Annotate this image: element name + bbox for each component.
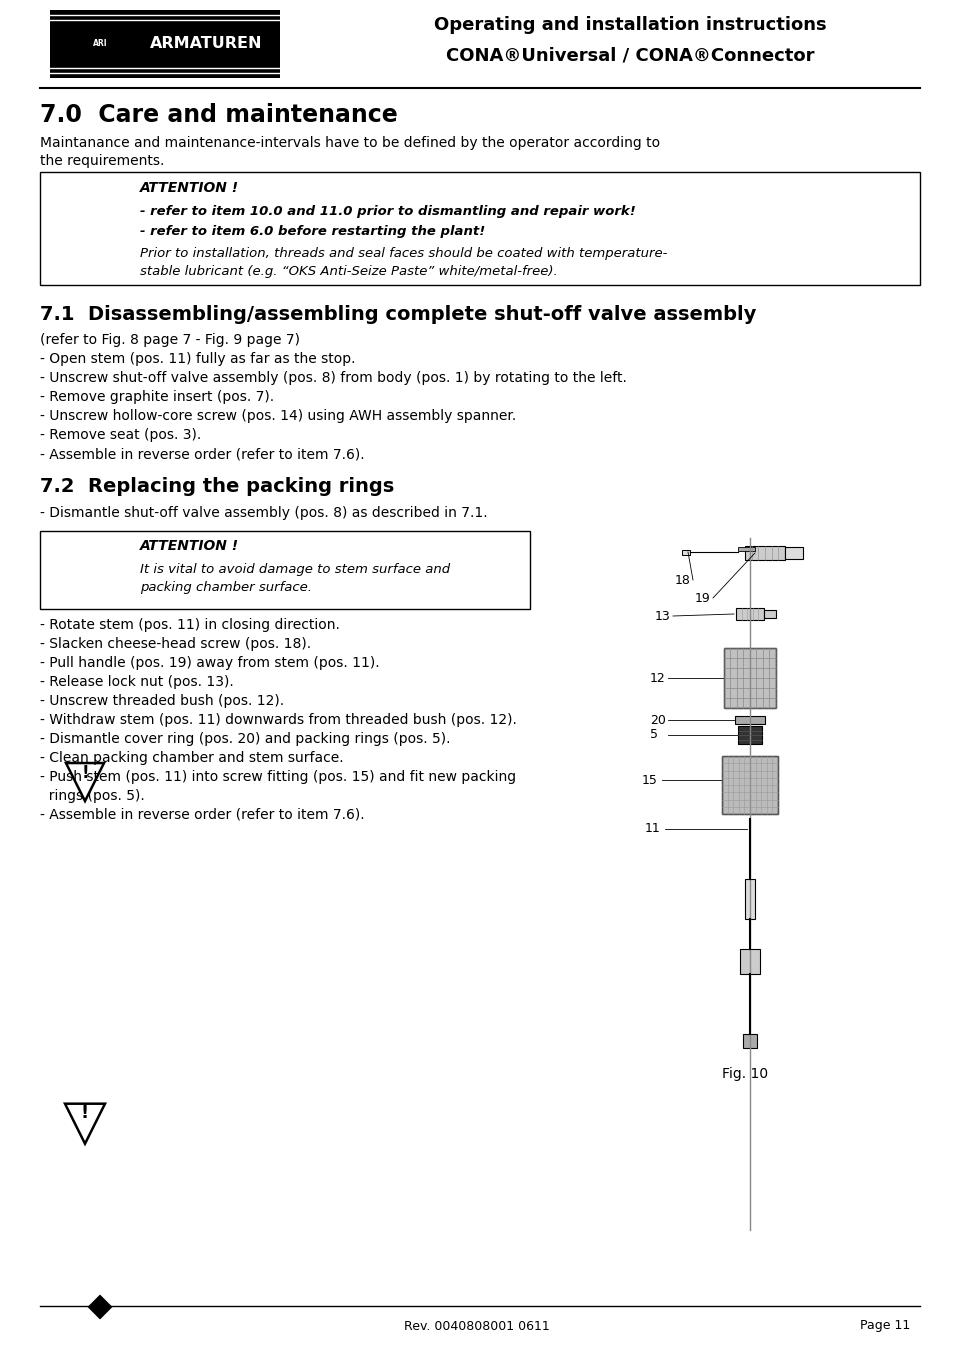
FancyBboxPatch shape: [723, 648, 775, 708]
FancyBboxPatch shape: [40, 172, 919, 285]
FancyBboxPatch shape: [734, 716, 764, 724]
Text: 18: 18: [675, 574, 690, 586]
FancyBboxPatch shape: [40, 531, 530, 609]
Text: Rev. 0040808001 0611: Rev. 0040808001 0611: [404, 1320, 549, 1332]
Text: - Withdraw stem (pos. 11) downwards from threaded bush (pos. 12).: - Withdraw stem (pos. 11) downwards from…: [40, 713, 517, 727]
Text: - refer to item 6.0 before restarting the plant!: - refer to item 6.0 before restarting th…: [140, 224, 485, 238]
FancyBboxPatch shape: [744, 546, 784, 561]
Text: Prior to installation, threads and seal faces should be coated with temperature-: Prior to installation, threads and seal …: [140, 246, 667, 259]
Text: CONA®Universal / CONA®Connector: CONA®Universal / CONA®Connector: [445, 46, 814, 63]
Text: - Assemble in reverse order (refer to item 7.6).: - Assemble in reverse order (refer to it…: [40, 808, 364, 821]
Polygon shape: [66, 763, 104, 801]
FancyBboxPatch shape: [735, 608, 763, 620]
Text: !: !: [81, 765, 89, 782]
Text: - Rotate stem (pos. 11) in closing direction.: - Rotate stem (pos. 11) in closing direc…: [40, 617, 339, 632]
Text: 13: 13: [655, 609, 670, 623]
FancyBboxPatch shape: [744, 880, 754, 919]
Text: 7.0  Care and maintenance: 7.0 Care and maintenance: [40, 103, 397, 127]
FancyBboxPatch shape: [50, 9, 280, 78]
Text: - Unscrew hollow-core screw (pos. 14) using AWH assembly spanner.: - Unscrew hollow-core screw (pos. 14) us…: [40, 409, 516, 423]
Text: 7.1  Disassembling/assembling complete shut-off valve assembly: 7.1 Disassembling/assembling complete sh…: [40, 304, 756, 323]
Text: - Unscrew shut-off valve assembly (pos. 8) from body (pos. 1) by rotating to the: - Unscrew shut-off valve assembly (pos. …: [40, 372, 626, 385]
Text: - Pull handle (pos. 19) away from stem (pos. 11).: - Pull handle (pos. 19) away from stem (…: [40, 657, 379, 670]
Text: Maintanance and maintenance-intervals have to be defined by the operator accordi: Maintanance and maintenance-intervals ha…: [40, 136, 659, 150]
Text: 19: 19: [695, 592, 710, 604]
Text: stable lubricant (e.g. “OKS Anti-Seize Paste” white/metal-free).: stable lubricant (e.g. “OKS Anti-Seize P…: [140, 265, 558, 277]
Polygon shape: [65, 1104, 105, 1144]
FancyBboxPatch shape: [742, 1034, 757, 1048]
Text: - Remove graphite insert (pos. 7).: - Remove graphite insert (pos. 7).: [40, 390, 274, 404]
Text: - Open stem (pos. 11) fully as far as the stop.: - Open stem (pos. 11) fully as far as th…: [40, 353, 355, 366]
FancyBboxPatch shape: [721, 757, 778, 815]
Text: 12: 12: [649, 671, 665, 685]
Text: - Clean packing chamber and stem surface.: - Clean packing chamber and stem surface…: [40, 751, 343, 765]
Text: Fig. 10: Fig. 10: [721, 1067, 767, 1081]
FancyBboxPatch shape: [681, 550, 689, 555]
Text: - Remove seat (pos. 3).: - Remove seat (pos. 3).: [40, 428, 201, 442]
FancyBboxPatch shape: [738, 547, 754, 551]
Text: (refer to Fig. 8 page 7 - Fig. 9 page 7): (refer to Fig. 8 page 7 - Fig. 9 page 7): [40, 332, 299, 347]
FancyBboxPatch shape: [763, 611, 775, 617]
Text: 20: 20: [649, 713, 665, 727]
Polygon shape: [88, 1296, 112, 1319]
Text: - Dismantle cover ring (pos. 20) and packing rings (pos. 5).: - Dismantle cover ring (pos. 20) and pac…: [40, 732, 450, 746]
Text: the requirements.: the requirements.: [40, 154, 164, 168]
Text: 7.2  Replacing the packing rings: 7.2 Replacing the packing rings: [40, 477, 394, 497]
Text: - Dismantle shut-off valve assembly (pos. 8) as described in 7.1.: - Dismantle shut-off valve assembly (pos…: [40, 507, 487, 520]
FancyBboxPatch shape: [738, 725, 761, 744]
Text: - Push stem (pos. 11) into screw fitting (pos. 15) and fit new packing: - Push stem (pos. 11) into screw fitting…: [40, 770, 516, 784]
FancyBboxPatch shape: [740, 948, 760, 974]
Text: It is vital to avoid damage to stem surface and: It is vital to avoid damage to stem surf…: [140, 562, 450, 576]
Text: - Assemble in reverse order (refer to item 7.6).: - Assemble in reverse order (refer to it…: [40, 447, 364, 461]
Polygon shape: [84, 1292, 116, 1323]
Text: Page 11: Page 11: [859, 1320, 909, 1332]
Text: 5: 5: [649, 728, 658, 742]
Text: rings (pos. 5).: rings (pos. 5).: [40, 789, 145, 802]
Text: 11: 11: [644, 823, 660, 835]
Text: - Slacken cheese-head screw (pos. 18).: - Slacken cheese-head screw (pos. 18).: [40, 638, 311, 651]
Text: !: !: [81, 1105, 89, 1123]
Text: - Unscrew threaded bush (pos. 12).: - Unscrew threaded bush (pos. 12).: [40, 694, 284, 708]
Text: ARMATUREN: ARMATUREN: [150, 36, 262, 51]
FancyBboxPatch shape: [784, 547, 802, 559]
Text: - refer to item 10.0 and 11.0 prior to dismantling and repair work!: - refer to item 10.0 and 11.0 prior to d…: [140, 205, 635, 219]
Text: Operating and installation instructions: Operating and installation instructions: [434, 16, 825, 34]
Text: ATTENTION !: ATTENTION !: [140, 539, 239, 553]
Text: 15: 15: [641, 774, 658, 786]
Text: packing chamber surface.: packing chamber surface.: [140, 581, 312, 594]
Text: ATTENTION !: ATTENTION !: [140, 181, 239, 195]
Text: ARI: ARI: [92, 39, 107, 49]
Text: - Release lock nut (pos. 13).: - Release lock nut (pos. 13).: [40, 676, 233, 689]
